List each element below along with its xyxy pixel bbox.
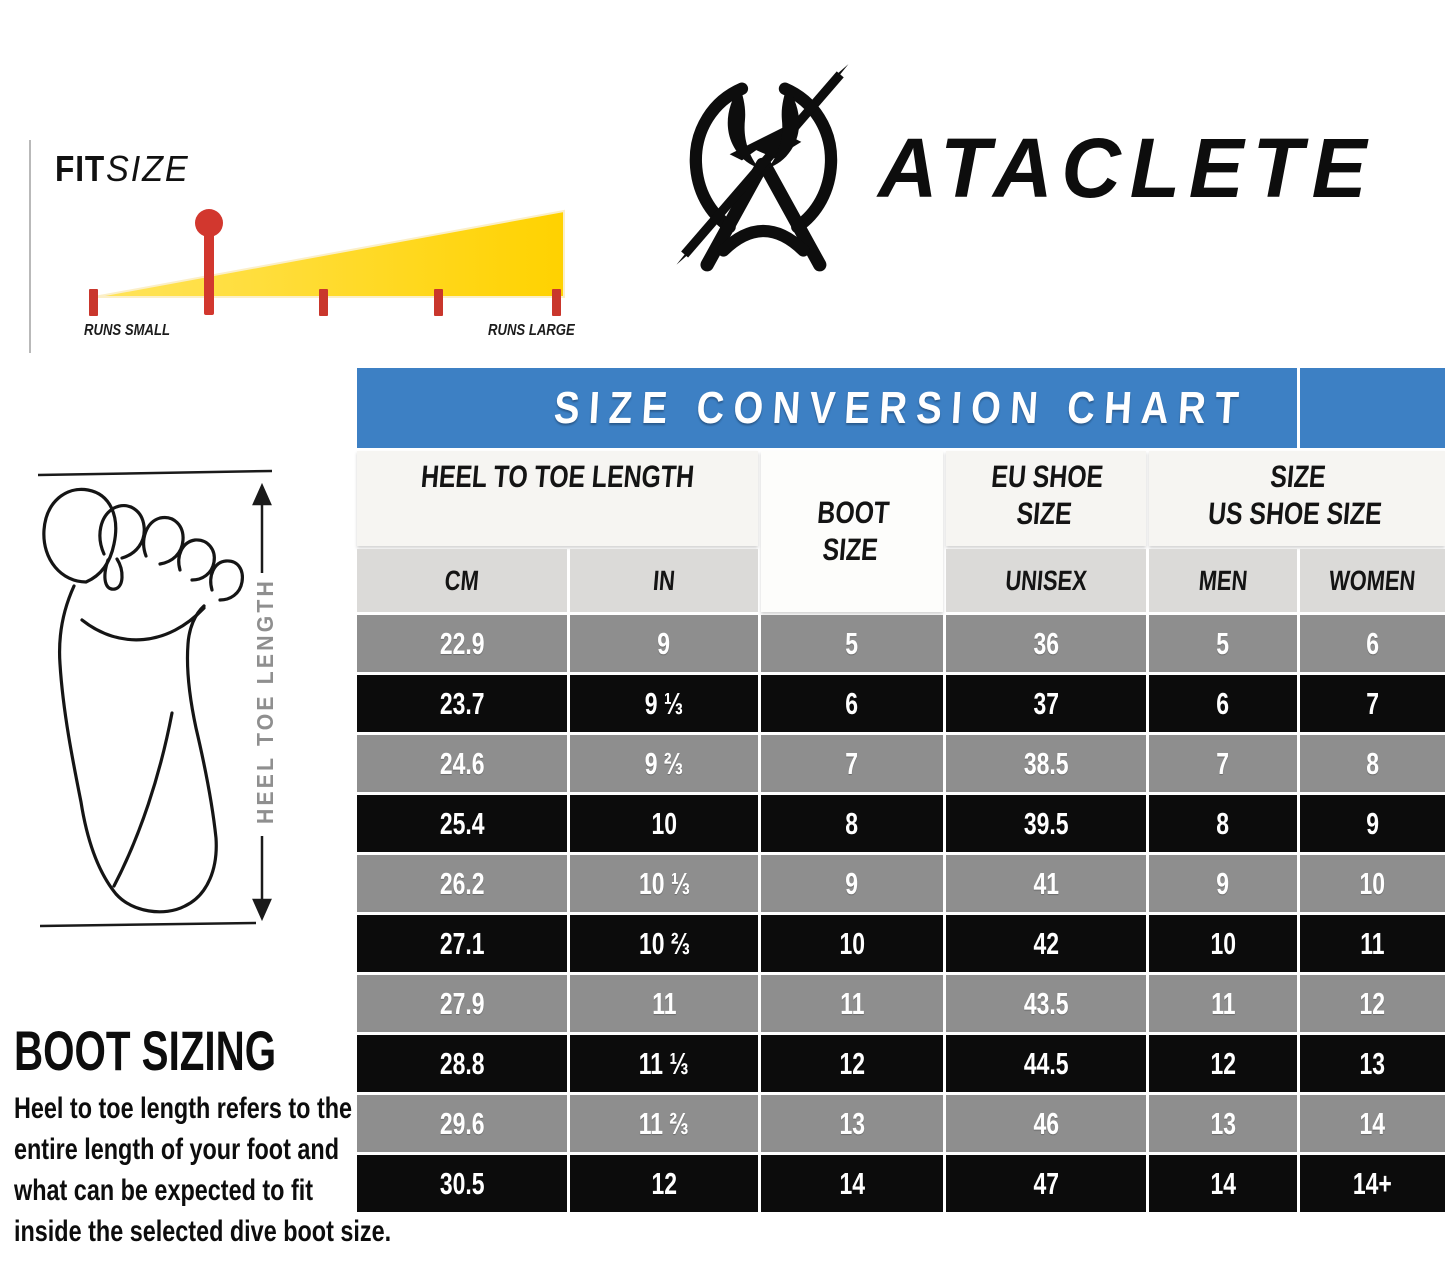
table-cell: 11 (1300, 915, 1445, 972)
table-cell: 12 (761, 1035, 943, 1092)
measure-arrow (252, 482, 272, 922)
table-cell: 23.7 (357, 675, 567, 732)
table-cell: 6 (1149, 675, 1297, 732)
col-header-unisex: UNISEX (946, 549, 1146, 612)
runs-small-label: RUNS SMALL (84, 322, 171, 339)
table-cell: 10 (1300, 855, 1445, 912)
table-cell: 10 ⅔ (570, 915, 758, 972)
table-cell: 14 (1149, 1155, 1297, 1212)
table-cell: 8 (761, 795, 943, 852)
table-cell: 7 (1149, 735, 1297, 792)
table-cell: 10 ⅓ (570, 855, 758, 912)
table-cell: 10 (761, 915, 943, 972)
foot-measurement-diagram: HEEL TOE LENGTH (37, 469, 278, 928)
table-cell: 12 (570, 1155, 758, 1212)
table-cell: 44.5 (946, 1035, 1146, 1092)
measure-extent-lines (37, 469, 273, 928)
col-header-women: WOMEN (1300, 549, 1445, 612)
fit-marker-pin (195, 209, 223, 315)
table-cell: 39.5 (946, 795, 1146, 852)
table-cell: 38.5 (946, 735, 1146, 792)
table-cell: 13 (1149, 1095, 1297, 1152)
table-cell: 7 (761, 735, 943, 792)
table-title-band: SIZE CONVERSION CHART (357, 368, 1445, 448)
table-cell: 11 ⅔ (570, 1095, 758, 1152)
fit-scale-graphic (89, 209, 565, 316)
table-cell: 29.6 (357, 1095, 567, 1152)
table-cell: 8 (1300, 735, 1445, 792)
table-cell: 37 (946, 675, 1146, 732)
table-cell: 27.1 (357, 915, 567, 972)
col-header-in: IN (570, 549, 758, 612)
col-header-cm: CM (357, 549, 567, 612)
heel-toe-length-label: HEEL TOE LENGTH (252, 578, 278, 824)
fit-heading-bold: FIT (55, 148, 106, 189)
table-cell: 43.5 (946, 975, 1146, 1032)
fit-triangle (93, 209, 565, 298)
table-cell: 9 (761, 855, 943, 912)
table-cell: 7 (1300, 675, 1445, 732)
table-cell: 47 (946, 1155, 1146, 1212)
runs-large-label: RUNS LARGE (488, 322, 575, 339)
table-cell: 22.9 (357, 615, 567, 672)
table-cell: 42 (946, 915, 1146, 972)
boot-sizing-description: Heel to toe length refers to the entire … (14, 1092, 392, 1248)
title-band-divider (1297, 368, 1300, 448)
table-cell: 9 ⅔ (570, 735, 758, 792)
table-cell: 9 (1149, 855, 1297, 912)
table-cell: 13 (1300, 1035, 1445, 1092)
table-title: SIZE CONVERSION CHART (552, 382, 1250, 433)
table-cell: 14 (1300, 1095, 1445, 1152)
col-group-eu-shoe-size: EU SHOE SIZE (946, 451, 1146, 546)
table-cell: 28.8 (357, 1035, 567, 1092)
fit-heading-light: SIZE (105, 148, 190, 189)
left-accent-line (29, 140, 31, 353)
table-cell: 10 (1149, 915, 1297, 972)
ataclete-logo-icon (676, 64, 849, 272)
table-cell: 6 (1300, 615, 1445, 672)
table-cell: 9 ⅓ (570, 675, 758, 732)
table-cell: 14 (761, 1155, 943, 1212)
table-cell: 11 (761, 975, 943, 1032)
table-cell: 9 (570, 615, 758, 672)
table-cell: 14+ (1300, 1155, 1445, 1212)
foot-outline (42, 487, 244, 914)
table-cell: 24.6 (357, 735, 567, 792)
boot-sizing-heading: BOOT SIZING (14, 1019, 277, 1082)
table-cell: 13 (761, 1095, 943, 1152)
col-header-men: MEN (1149, 549, 1297, 612)
table-cell: 46 (946, 1095, 1146, 1152)
brand-wordmark: ATACLETE (878, 121, 1376, 215)
table-cell: 12 (1149, 1035, 1297, 1092)
table-cell: 12 (1300, 975, 1445, 1032)
table-cell: 36 (946, 615, 1146, 672)
col-group-us-shoe-size: SIZE US SHOE SIZE (1149, 451, 1445, 546)
table-cell: 9 (1300, 795, 1445, 852)
fit-size-heading: FITSIZE (55, 148, 194, 190)
col-group-heel-to-toe: HEEL TO TOE LENGTH (357, 451, 758, 546)
table-cell: 11 (1149, 975, 1297, 1032)
table-cell: 26.2 (357, 855, 567, 912)
table-cell: 30.5 (357, 1155, 567, 1212)
table-cell: 10 (570, 795, 758, 852)
table-cell: 5 (1149, 615, 1297, 672)
table-cell: 5 (761, 615, 943, 672)
fit-tick-marks (89, 289, 561, 316)
size-conversion-table: SIZE CONVERSION CHART HEEL TO TOE LENGTH… (357, 368, 1445, 1212)
table-cell: 11 ⅓ (570, 1035, 758, 1092)
table-cell: 27.9 (357, 975, 567, 1032)
table-cell: 41 (946, 855, 1146, 912)
table-cell: 11 (570, 975, 758, 1032)
col-group-boot-size: BOOT SIZE (761, 451, 943, 612)
table-cell: 25.4 (357, 795, 567, 852)
table-cell: 8 (1149, 795, 1297, 852)
table-cell: 6 (761, 675, 943, 732)
